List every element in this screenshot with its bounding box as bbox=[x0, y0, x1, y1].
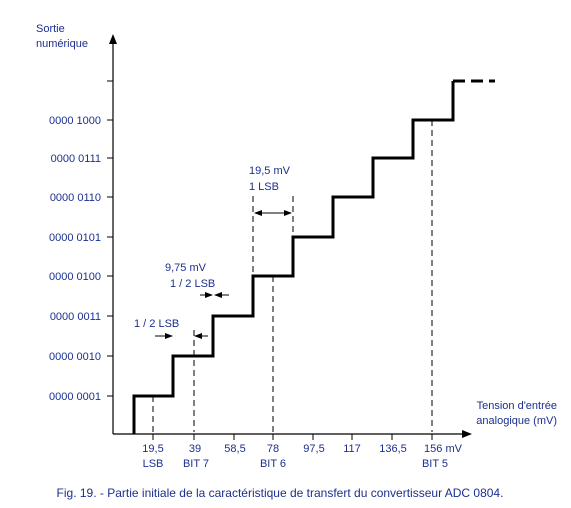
half-lsb-label-upper: 1 / 2 LSB bbox=[170, 278, 215, 290]
y-axis-title-line2: numérique bbox=[36, 38, 88, 50]
y-axis-title-line1: Sortie bbox=[36, 23, 65, 35]
x-tick-labels: 19,5 39 58,5 78 97,5 117 136,5 156 mV bbox=[142, 443, 462, 455]
y-code-label: 0000 0011 bbox=[50, 311, 101, 323]
one-lsb-dimension bbox=[254, 210, 292, 216]
y-code-labels: 0000 0001 0000 0010 0000 0011 0000 0100 … bbox=[49, 115, 101, 403]
y-code-label: 0000 0101 bbox=[49, 232, 101, 244]
x-bit-label: BIT 7 bbox=[183, 458, 209, 470]
half-lsb-arrows-lower bbox=[155, 333, 208, 339]
x-tick-label: 97,5 bbox=[303, 443, 324, 455]
half-lsb-value: 9,75 mV bbox=[165, 262, 207, 274]
x-tick-label: 19,5 bbox=[142, 443, 163, 455]
x-tick-label: 156 mV bbox=[424, 443, 463, 455]
y-code-label: 0000 0111 bbox=[51, 153, 101, 165]
figure-caption: Fig. 19. - Partie initiale de la caracté… bbox=[57, 486, 504, 500]
x-axis-title-line1: Tension d'entrée bbox=[477, 400, 557, 412]
half-lsb-label-lower: 1 / 2 LSB bbox=[134, 318, 179, 330]
x-tick-label: 39 bbox=[189, 443, 201, 455]
y-axis-arrow-icon bbox=[109, 34, 117, 44]
y-code-label: 0000 1000 bbox=[49, 115, 101, 127]
x-tick-label: 117 bbox=[343, 443, 361, 455]
y-code-label: 0000 0100 bbox=[49, 271, 101, 283]
x-tick-label: 58,5 bbox=[224, 443, 245, 455]
x-ticks bbox=[152, 434, 433, 440]
y-code-label: 0000 0110 bbox=[50, 192, 101, 204]
x-tick-label: 78 bbox=[267, 443, 279, 455]
x-bit-label: BIT 6 bbox=[260, 458, 286, 470]
half-lsb-arrows-upper bbox=[200, 292, 229, 298]
one-lsb-label: 1 LSB bbox=[249, 181, 279, 193]
x-bit-label: LSB bbox=[143, 458, 164, 470]
y-ticks bbox=[107, 80, 113, 397]
y-code-label: 0000 0001 bbox=[49, 391, 101, 403]
x-bit-labels: LSB BIT 7 BIT 6 BIT 5 bbox=[143, 458, 448, 470]
x-tick-label: 136,5 bbox=[379, 443, 407, 455]
x-axis-title-line2: analogique (mV) bbox=[476, 415, 557, 427]
y-code-label: 0000 0010 bbox=[49, 351, 101, 363]
x-bit-label: BIT 5 bbox=[422, 458, 448, 470]
transfer-staircase bbox=[132, 81, 455, 434]
one-lsb-value: 19,5 mV bbox=[249, 165, 291, 177]
x-axis-arrow-icon bbox=[462, 430, 472, 438]
